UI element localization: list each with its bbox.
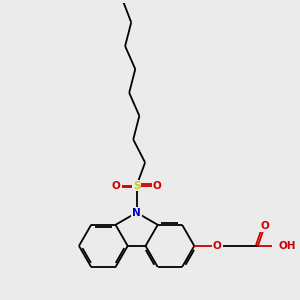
Text: N: N xyxy=(132,208,141,218)
Text: O: O xyxy=(153,181,161,190)
Text: O: O xyxy=(213,241,222,251)
Text: S: S xyxy=(133,181,140,190)
Text: O: O xyxy=(112,181,121,190)
Text: OH: OH xyxy=(278,241,296,251)
Text: O: O xyxy=(260,221,269,231)
